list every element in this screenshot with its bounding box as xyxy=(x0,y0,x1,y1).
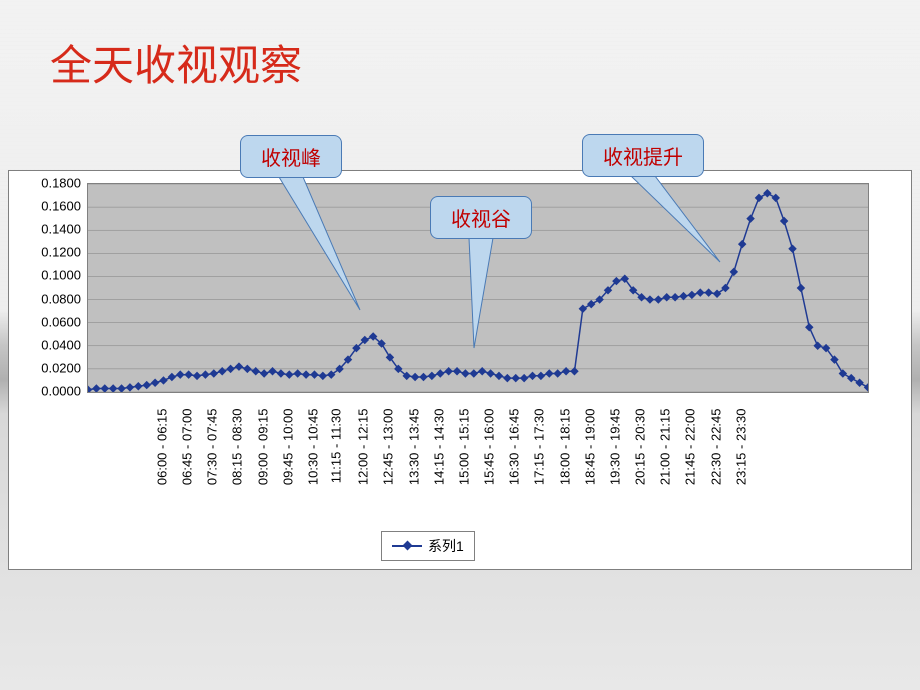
legend: 系列1 xyxy=(381,531,475,561)
callout-rise: 收视提升 xyxy=(582,134,704,177)
callout-valley-label: 收视谷 xyxy=(451,209,511,231)
slide: 全天收视观察 收视峰 收视谷 收视提升 0.00000.02000.04000.… xyxy=(0,0,920,690)
y-axis-labels: 0.00000.02000.04000.06000.08000.10000.12… xyxy=(9,183,85,393)
callout-rise-label: 收视提升 xyxy=(603,147,683,169)
legend-marker xyxy=(392,545,422,547)
callout-valley: 收视谷 xyxy=(430,196,532,239)
page-title: 全天收视观察 xyxy=(50,32,302,93)
legend-label: 系列1 xyxy=(428,536,464,556)
callout-peak-label: 收视峰 xyxy=(261,148,321,170)
x-axis-labels: 06:00 - 06:1506:45 - 07:0007:30 - 07:450… xyxy=(87,399,869,519)
callout-peak: 收视峰 xyxy=(240,135,342,178)
